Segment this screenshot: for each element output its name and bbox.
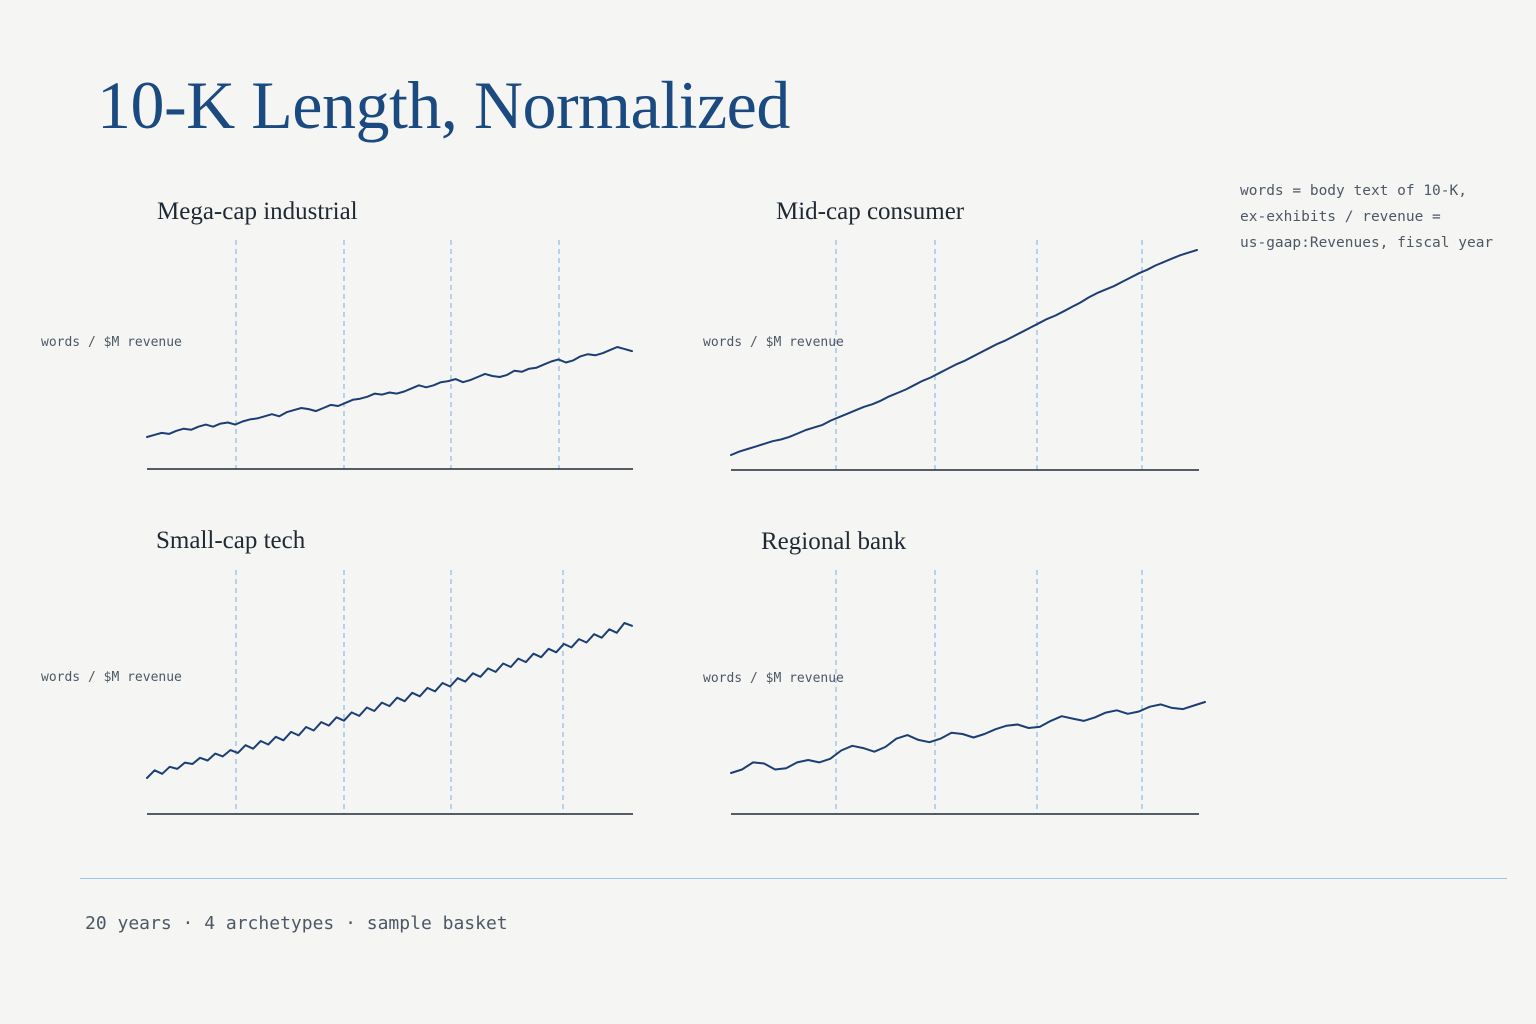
series-line — [730, 701, 1206, 774]
panel-title: Mid-cap consumer — [776, 198, 965, 225]
series-line — [730, 249, 1198, 456]
y-axis-label: words / $M revenue — [703, 671, 844, 686]
footer-caption: 20 years · 4 archetypes · sample basket — [85, 913, 508, 934]
method-note: words = body text of 10-K, ex-exhibits /… — [1240, 183, 1494, 251]
y-axis-label: words / $M revenue — [41, 670, 182, 685]
series-line — [146, 622, 633, 779]
page-title: 10-K Length, Normalized — [97, 67, 790, 143]
y-axis-label: words / $M revenue — [41, 335, 182, 350]
panel-title: Mega-cap industrial — [157, 198, 358, 225]
panel-title: Small-cap tech — [156, 527, 306, 554]
y-axis-label: words / $M revenue — [703, 335, 844, 350]
panel-title: Regional bank — [761, 528, 907, 555]
series-line — [146, 346, 633, 438]
footer-rule — [80, 878, 1507, 879]
